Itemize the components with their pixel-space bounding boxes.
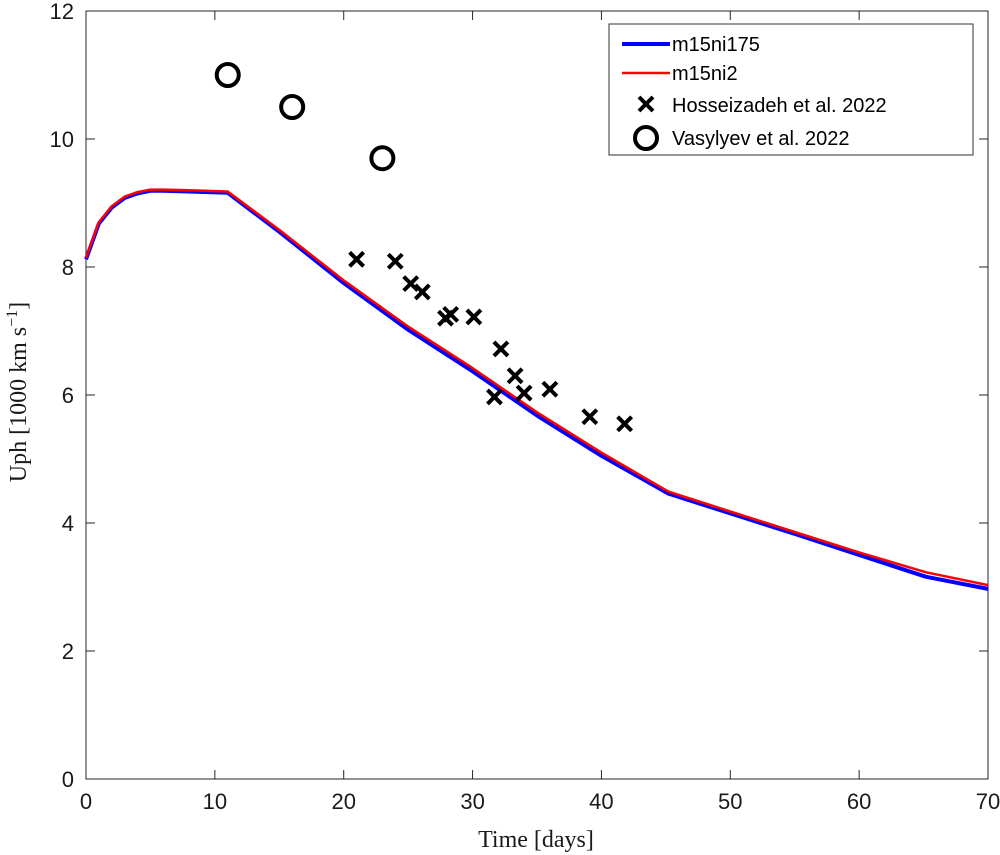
y-tick-label: 0 <box>62 767 74 792</box>
y-axis-label-close: ] <box>6 302 32 310</box>
x-tick-label: 10 <box>203 789 227 814</box>
x-tick-label: 50 <box>718 789 742 814</box>
y-axis-label: Uph [1000 km s−1] <box>4 302 32 482</box>
x-tick-label: 60 <box>847 789 871 814</box>
data-point-vasylyev-et-al-2022 <box>279 94 306 120</box>
x-tick-label: 0 <box>80 789 92 814</box>
x-tick-label: 70 <box>976 789 1000 814</box>
data-point-hosseizadeh-et-al-2022 <box>348 250 366 268</box>
series-layer <box>84 62 989 591</box>
data-point-hosseizadeh-et-al-2022 <box>402 275 420 293</box>
data-point-hosseizadeh-et-al-2022 <box>465 308 483 326</box>
data-point-hosseizadeh-et-al-2022 <box>541 380 559 398</box>
data-point-hosseizadeh-et-al-2022 <box>506 367 524 385</box>
legend-label-m15ni2: m15ni2 <box>672 63 738 85</box>
data-point-hosseizadeh-et-al-2022 <box>442 305 460 323</box>
data-point-hosseizadeh-et-al-2022 <box>515 384 533 402</box>
y-axis-label-main: Uph [1000 km s <box>6 327 32 482</box>
data-point-vasylyev-et-al-2022 <box>214 62 241 88</box>
data-point-hosseizadeh-et-al-2022 <box>413 283 431 301</box>
data-point-hosseizadeh-et-al-2022 <box>616 415 634 433</box>
x-axis-label: Time [days] <box>478 827 594 853</box>
legend: m15ni175 m15ni2 Hosseizadeh et al. 2022 … <box>608 23 974 156</box>
y-axis-label-exponent: −1 <box>4 310 21 327</box>
series-line-m15ni2 <box>84 188 989 587</box>
data-point-hosseizadeh-et-al-2022 <box>581 408 599 426</box>
legend-label-vasylyev: Vasylyev et al. 2022 <box>672 128 850 150</box>
y-tick-label: 2 <box>62 639 74 664</box>
series-line-m15ni175 <box>84 188 989 591</box>
x-tick-label: 30 <box>460 789 484 814</box>
data-point-vasylyev-et-al-2022 <box>369 145 396 172</box>
legend-label-hosseizadeh: Hosseizadeh et al. 2022 <box>672 95 887 117</box>
data-point-hosseizadeh-et-al-2022 <box>386 252 404 270</box>
y-tick-label: 8 <box>62 255 74 280</box>
legend-marker-cross <box>637 95 655 113</box>
data-point-hosseizadeh-et-al-2022 <box>486 388 503 406</box>
y-axis: 0 2 4 6 8 10 12 <box>50 0 988 792</box>
data-point-hosseizadeh-et-al-2022 <box>492 340 510 358</box>
y-tick-label: 12 <box>50 0 74 24</box>
y-tick-label: 4 <box>62 511 74 536</box>
y-tick-label: 10 <box>50 127 74 152</box>
x-tick-label: 20 <box>331 789 355 814</box>
legend-label-m15ni175: m15ni175 <box>672 34 760 56</box>
x-axis: 0 10 20 30 40 50 60 70 <box>80 11 1000 814</box>
legend-marker-circle <box>633 125 659 151</box>
y-tick-label: 6 <box>62 383 74 408</box>
x-tick-label: 40 <box>589 789 613 814</box>
